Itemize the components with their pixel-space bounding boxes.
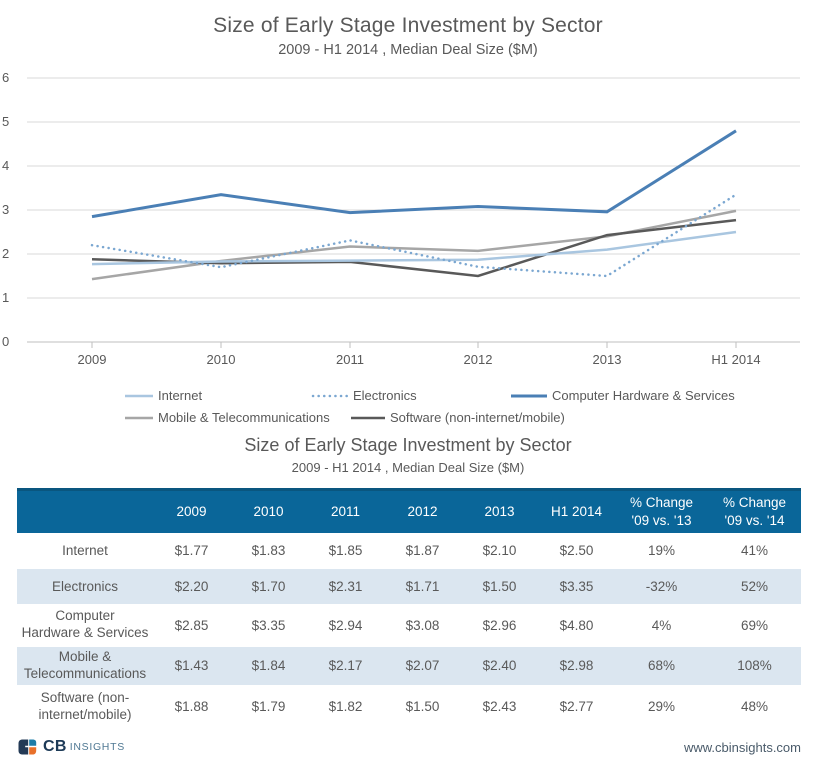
- svg-text:Software (non-internet/mobile): Software (non-internet/mobile): [390, 410, 565, 425]
- svg-text:3: 3: [2, 202, 9, 217]
- svg-text:1: 1: [2, 290, 9, 305]
- svg-text:Electronics: Electronics: [353, 388, 417, 403]
- svg-text:2009: 2009: [78, 352, 107, 367]
- svg-text:5: 5: [2, 114, 9, 129]
- svg-text:2011: 2011: [336, 352, 364, 367]
- svg-text:4: 4: [2, 158, 9, 173]
- svg-text:H1 2014: H1 2014: [711, 352, 760, 367]
- svg-text:6: 6: [2, 70, 9, 85]
- svg-text:0: 0: [2, 334, 9, 349]
- svg-text:2012: 2012: [464, 352, 493, 367]
- svg-text:2: 2: [2, 246, 9, 261]
- svg-text:2010: 2010: [207, 352, 236, 367]
- svg-text:Internet: Internet: [158, 388, 202, 403]
- svg-text:2013: 2013: [593, 352, 622, 367]
- svg-text:Computer Hardware & Services: Computer Hardware & Services: [552, 388, 735, 403]
- svg-text:Mobile & Telecommunications: Mobile & Telecommunications: [158, 410, 330, 425]
